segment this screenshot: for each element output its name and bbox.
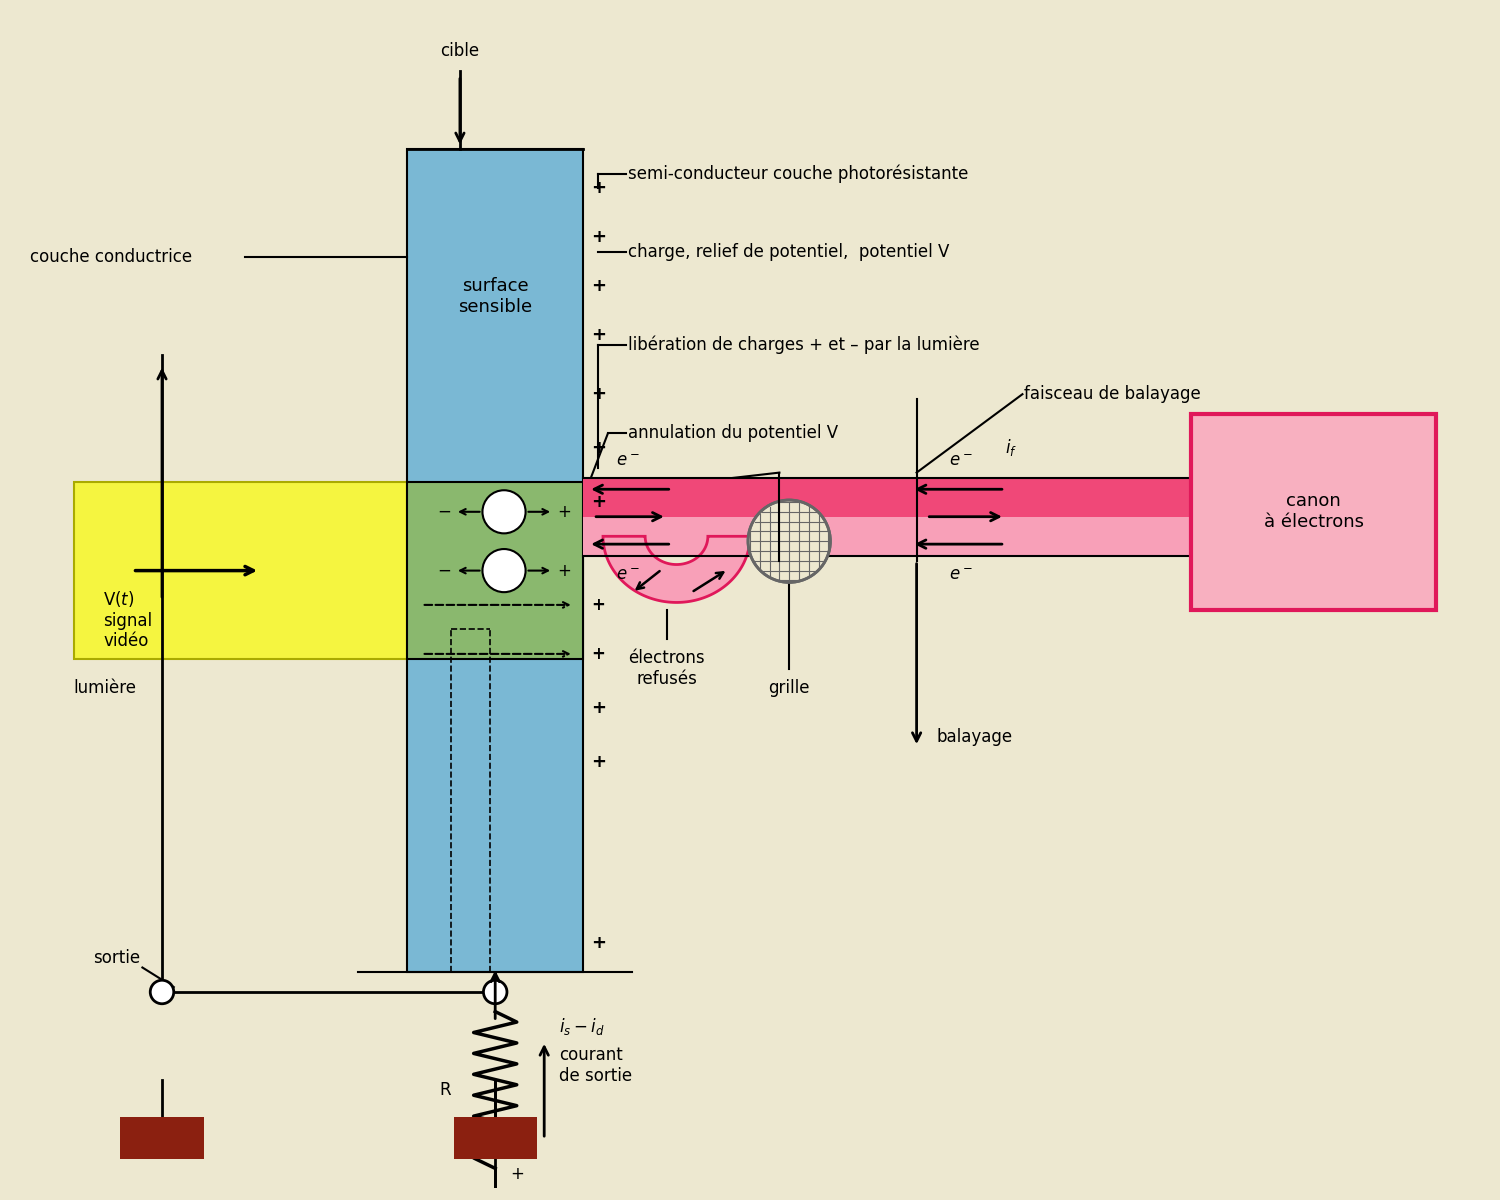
Text: semi-conducteur couche photorésistante: semi-conducteur couche photorésistante xyxy=(627,164,968,182)
Text: +: + xyxy=(591,277,606,295)
Text: +: + xyxy=(591,934,606,952)
Text: +: + xyxy=(591,326,606,344)
Text: cible: cible xyxy=(441,42,480,60)
Circle shape xyxy=(483,550,525,592)
Text: V($t$)
signal
vidéo: V($t$) signal vidéo xyxy=(104,589,153,650)
Text: courant de décharge: courant de décharge xyxy=(627,482,801,502)
Text: +: + xyxy=(591,493,606,511)
Text: libération de charges + et – par la lumière: libération de charges + et – par la lumi… xyxy=(627,336,980,354)
Circle shape xyxy=(748,500,831,582)
Bar xyxy=(120,1117,204,1159)
Text: +: + xyxy=(591,752,606,770)
Text: courant
de sortie: courant de sortie xyxy=(560,1046,632,1085)
Bar xyxy=(584,517,1191,556)
Bar xyxy=(406,149,584,972)
Text: +: + xyxy=(591,228,606,246)
Bar xyxy=(74,482,407,659)
Text: +: + xyxy=(591,439,606,457)
Text: $e^-$: $e^-$ xyxy=(615,565,639,583)
Text: +: + xyxy=(591,596,604,614)
Text: +: + xyxy=(591,385,606,403)
Text: surface
sensible: surface sensible xyxy=(458,277,532,316)
Bar xyxy=(453,1117,537,1159)
Text: électrons
refusés: électrons refusés xyxy=(628,649,705,688)
Text: +: + xyxy=(556,562,572,580)
Text: grille: grille xyxy=(768,679,810,697)
Text: +: + xyxy=(591,179,606,197)
Bar xyxy=(584,478,1191,517)
Circle shape xyxy=(483,980,507,1003)
Text: +: + xyxy=(591,644,604,662)
Text: +: + xyxy=(591,698,606,716)
Text: $e^-$: $e^-$ xyxy=(950,451,972,469)
Text: annulation du potentiel V: annulation du potentiel V xyxy=(627,425,837,443)
FancyBboxPatch shape xyxy=(1191,414,1436,610)
Text: charge, relief de potentiel,  potentiel V: charge, relief de potentiel, potentiel V xyxy=(627,244,950,262)
Bar xyxy=(406,482,584,659)
Text: +: + xyxy=(556,503,572,521)
Text: $e^-$: $e^-$ xyxy=(950,565,972,583)
Text: −: − xyxy=(436,562,451,580)
Text: couche conductrice: couche conductrice xyxy=(30,248,192,266)
Text: balayage: balayage xyxy=(936,728,1013,746)
Text: +: + xyxy=(510,1165,524,1183)
Circle shape xyxy=(483,491,525,533)
Text: $i_f$: $i_f$ xyxy=(1005,437,1017,458)
Text: lumière: lumière xyxy=(74,679,136,697)
Text: canon
à électrons: canon à électrons xyxy=(1263,492,1364,532)
Text: sortie: sortie xyxy=(93,949,141,967)
Circle shape xyxy=(150,980,174,1003)
Text: $e^-$: $e^-$ xyxy=(615,451,639,469)
Text: $i_d$: $i_d$ xyxy=(789,481,804,503)
Text: $i_s - i_d$: $i_s - i_d$ xyxy=(560,1015,604,1037)
Polygon shape xyxy=(603,536,750,602)
Text: R: R xyxy=(440,1081,452,1099)
Text: −: − xyxy=(436,503,451,521)
Text: faisceau de balayage: faisceau de balayage xyxy=(1024,385,1202,403)
